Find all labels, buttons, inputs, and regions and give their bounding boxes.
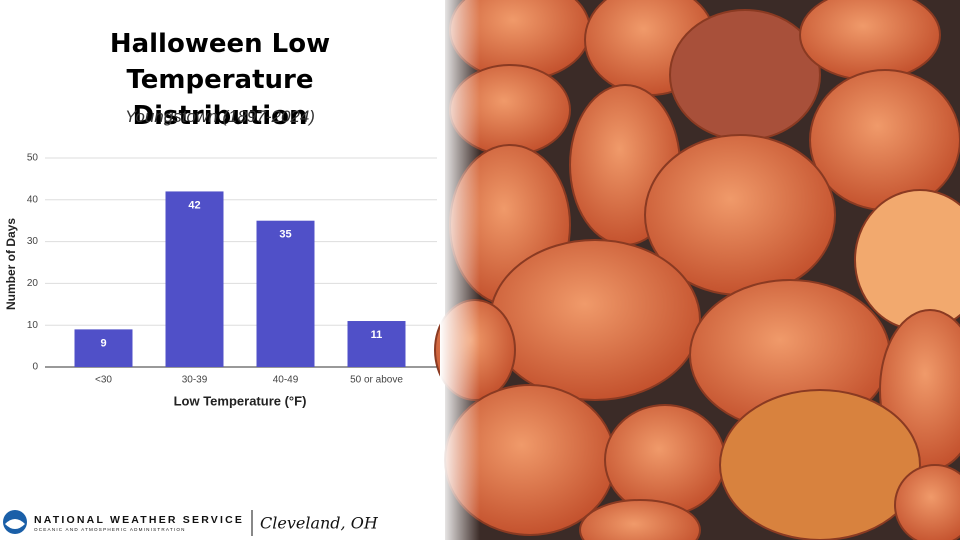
data-label: 9: [100, 337, 106, 349]
bar: [74, 329, 133, 367]
y-tick-label: 20: [27, 278, 39, 289]
office-name: Cleveland, OH: [260, 514, 379, 533]
bar: [256, 220, 315, 367]
y-tick-label: 0: [32, 362, 38, 373]
y-tick-label: 10: [27, 320, 39, 331]
x-tick-label: 40-49: [273, 375, 299, 386]
y-axis-label: Number of Days: [4, 218, 18, 310]
y-tick-label: 50: [27, 153, 39, 164]
data-label: 35: [279, 229, 291, 241]
chart-title: Halloween Low Temperature Distribution: [109, 29, 331, 131]
noaa-logo-wave: [5, 519, 25, 529]
x-tick-label: 50 or above: [350, 375, 403, 386]
x-tick-label: 30-39: [182, 375, 208, 386]
y-tick-label: 40: [27, 194, 39, 205]
agency-name: NATIONAL WEATHER SERVICE: [34, 514, 244, 526]
bar: [165, 191, 224, 367]
data-label: 11: [371, 329, 383, 341]
y-tick-label: 30: [27, 236, 39, 247]
bar: [347, 321, 406, 367]
x-axis-label: Low Temperature (°F): [174, 393, 307, 408]
chart-subtitle: Youngstown (1897-2024): [125, 107, 315, 126]
data-label: 42: [188, 199, 200, 211]
chart: Number of Days Low Temperature (°F) NATI…: [3, 153, 437, 536]
x-tick-label: <30: [95, 375, 112, 386]
agency-sub: OCEANIC AND ATMOSPHERIC ADMINISTRATION: [34, 527, 186, 532]
